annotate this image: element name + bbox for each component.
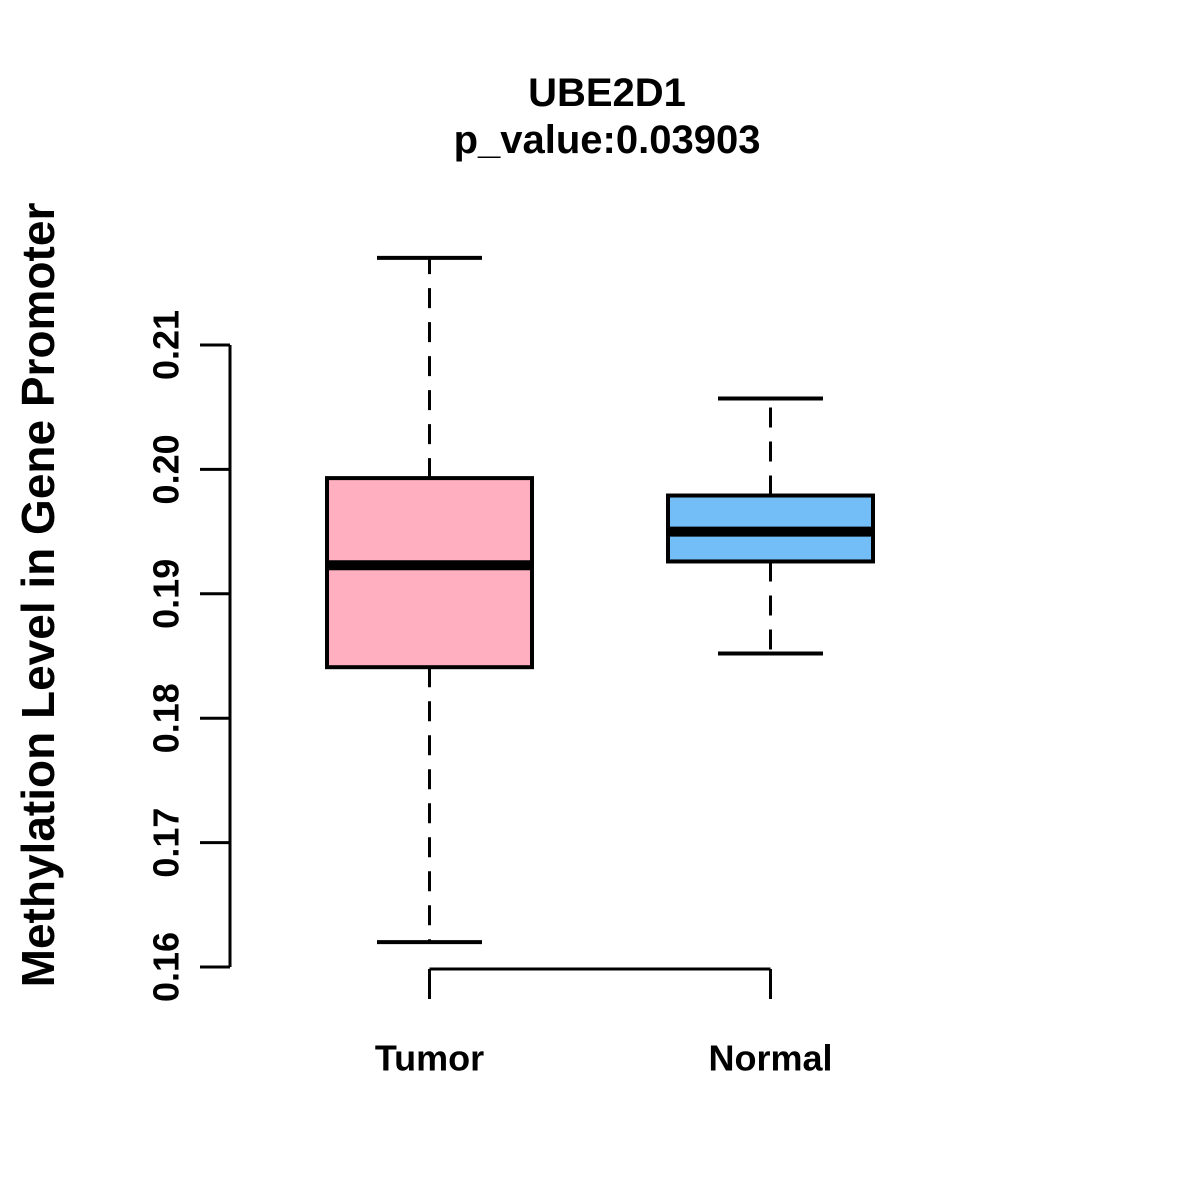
y-tick-label-0.21: 0.21 <box>146 310 187 380</box>
chart-subtitle: p_value:0.03903 <box>453 118 761 162</box>
box-tumor <box>325 476 534 670</box>
y-axis-label: Methylation Level in Gene Promoter <box>12 202 64 988</box>
y-tick-label-0.19: 0.19 <box>146 559 187 629</box>
x-category-label-normal: Normal <box>708 1038 832 1079</box>
y-tick-label-0.17: 0.17 <box>146 808 187 878</box>
title-block: UBE2D1 p_value:0.03903 <box>230 70 984 164</box>
y-tick-label-0.20: 0.20 <box>146 434 187 504</box>
x-category-label-tumor: Tumor <box>375 1038 484 1079</box>
chart-title: UBE2D1 <box>528 71 686 115</box>
y-tick-label-0.16: 0.16 <box>146 932 187 1002</box>
y-tick-label-0.18: 0.18 <box>146 683 187 753</box>
